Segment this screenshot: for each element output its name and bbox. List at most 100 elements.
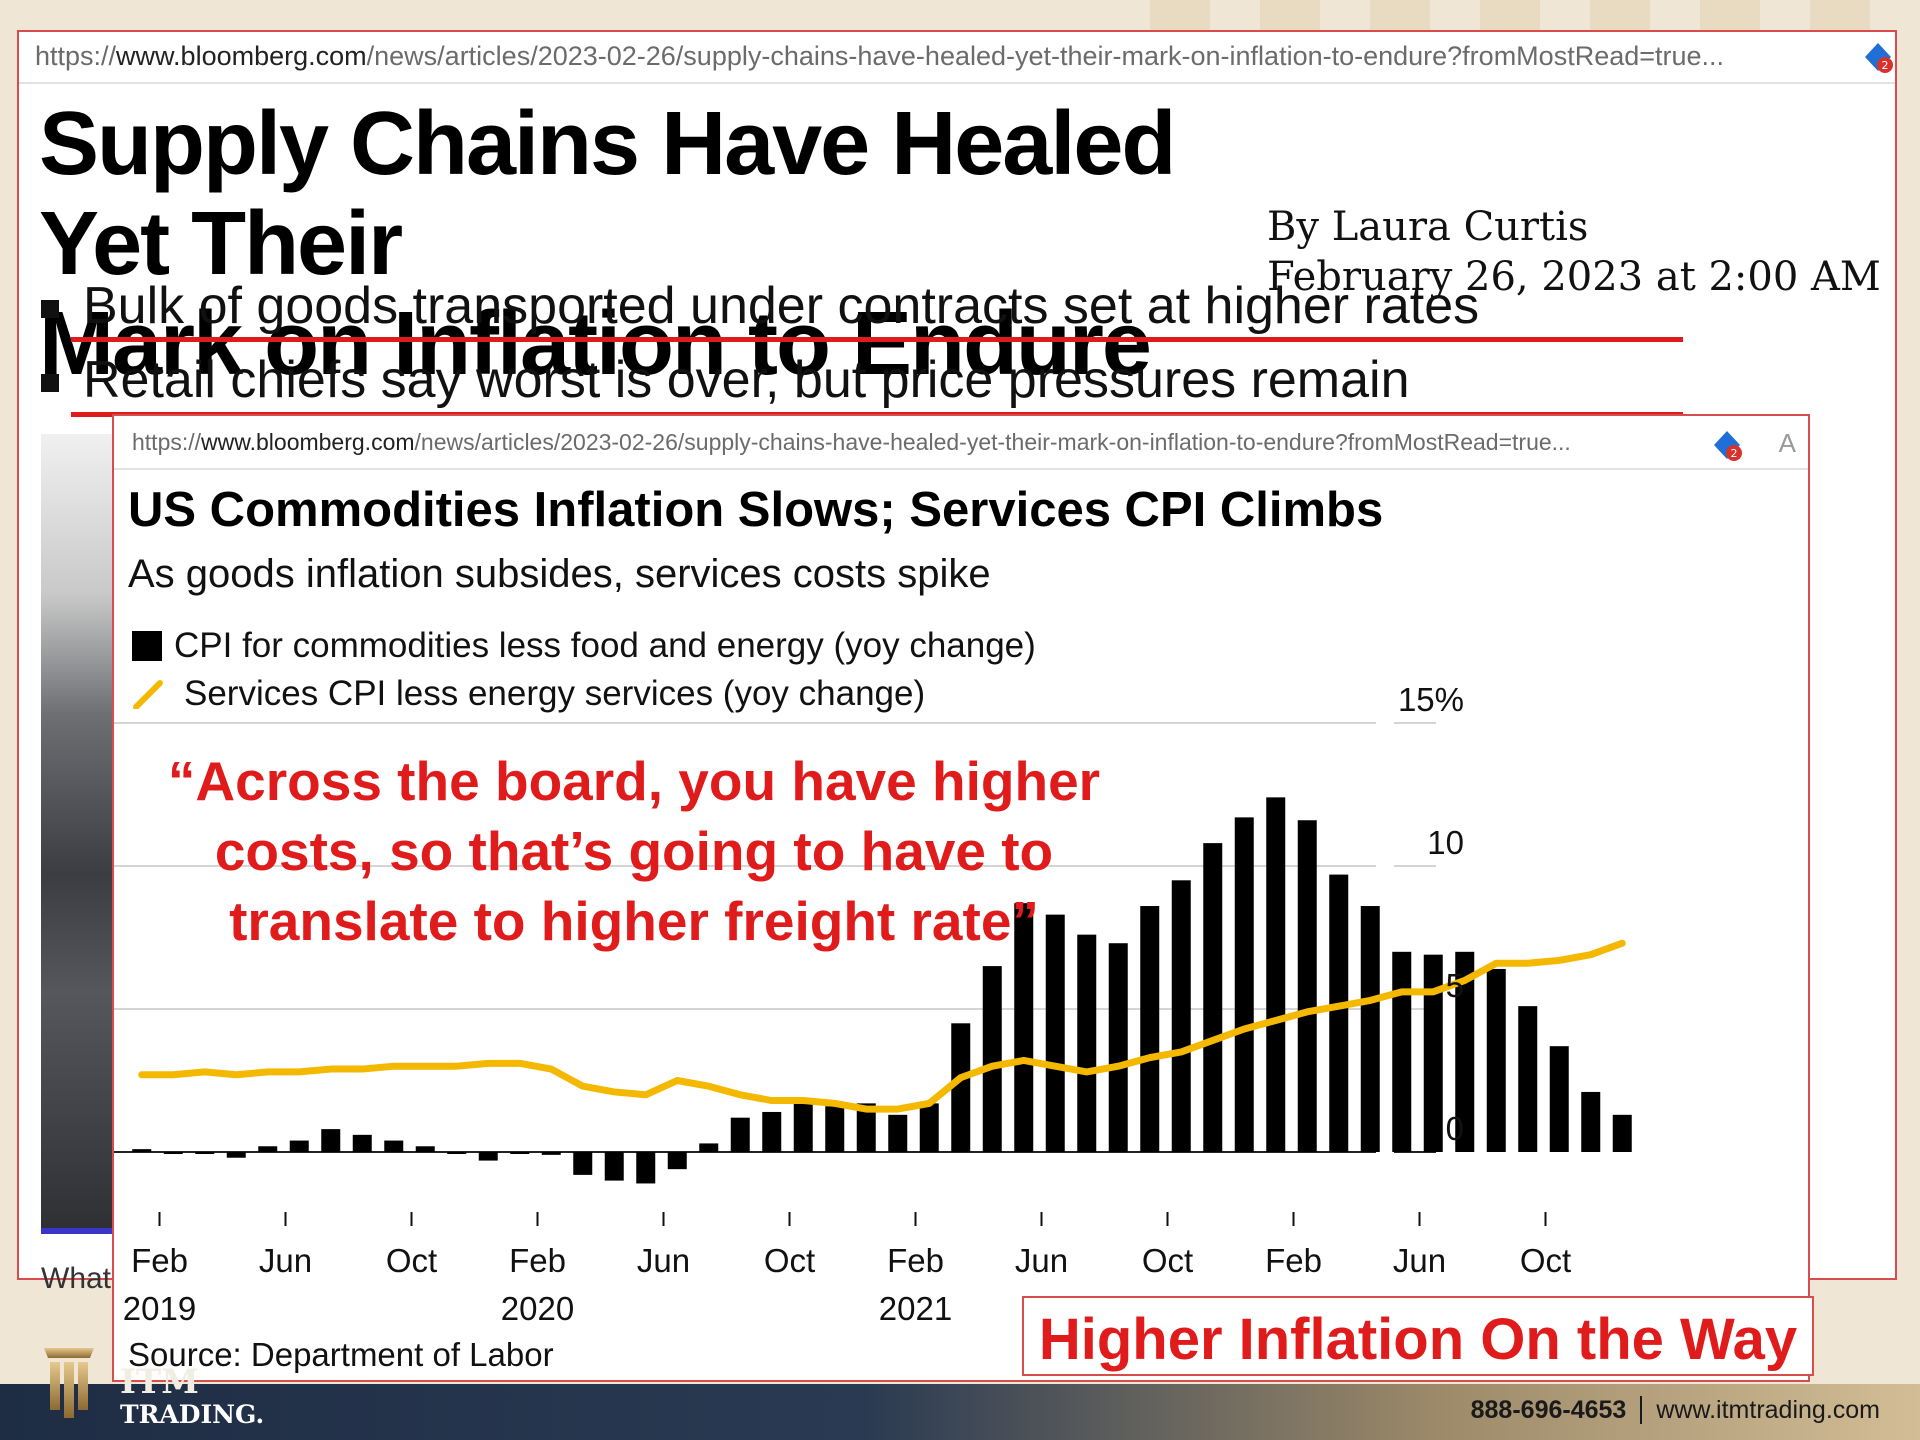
x-tick-month: Jun [1393, 1242, 1446, 1279]
phone-number[interactable]: 888-696-4653 [1470, 1396, 1627, 1424]
author-name: By Laura Curtis [1267, 204, 1589, 250]
x-tick-year: 2021 [879, 1290, 952, 1327]
x-tick-month: Jun [259, 1242, 312, 1279]
footer-bar [0, 1384, 1920, 1440]
legend-bar-swatch [132, 631, 162, 661]
bar-commodities-cpi [636, 1152, 656, 1184]
logo-wordmark: ITM [120, 1362, 199, 1402]
bar-commodities-cpi [1171, 880, 1191, 1152]
quote-line-1: “Across the board, you have higher [167, 750, 1101, 812]
bar-commodities-cpi [132, 1149, 152, 1152]
line-services-cpi [138, 939, 1626, 1113]
bar-commodities-cpi [447, 1152, 467, 1154]
chart-source: Source: Department of Labor [128, 1336, 554, 1373]
bar-commodities-cpi [951, 1023, 971, 1152]
bar-commodities-cpi [1329, 874, 1349, 1152]
bar-commodities-cpi [352, 1134, 372, 1152]
bar-commodities-cpi [1077, 934, 1097, 1152]
bar-commodities-cpi [1140, 906, 1160, 1152]
bar-commodities-cpi [1297, 820, 1317, 1152]
chart-title: US Commodities Inflation Slows; Services… [128, 483, 1384, 537]
bar-commodities-cpi [384, 1140, 404, 1152]
video-progress-bar[interactable] [41, 1228, 121, 1234]
article-byline: By Laura Curtis February 26, 2023 at 2:0… [1267, 202, 1881, 302]
extension-icon[interactable]: 2 [1710, 428, 1744, 462]
x-tick-month: Jun [637, 1242, 690, 1279]
x-tick-month: Feb [131, 1242, 188, 1279]
y-tick-label: 5 [1446, 967, 1464, 1004]
bar-commodities-cpi [226, 1152, 246, 1158]
bullet-square-icon [41, 374, 59, 393]
bar-commodities-cpi [258, 1146, 278, 1152]
headline-line-2: Mark on Inflation to Endure [39, 294, 1152, 394]
website-link[interactable]: www.itmtrading.com [1656, 1396, 1880, 1424]
bullet-square-icon [41, 300, 59, 319]
summary-bullet-2: Retail chiefs say worst is over, but pri… [41, 350, 1410, 410]
decorative-background-pattern [1150, 0, 1920, 30]
extension-icon[interactable]: 2 [1861, 40, 1895, 74]
chart-panel: https://www.bloomberg.com/news/articles/… [112, 414, 1810, 1382]
reader-mode-icon[interactable]: A [1778, 428, 1796, 458]
bar-commodities-cpi [1045, 914, 1065, 1152]
y-tick-label: 0 [1446, 1110, 1464, 1147]
article-url[interactable]: https://www.bloomberg.com/news/articles/… [35, 41, 1725, 71]
quote-overlay: “Across the board, you have higher costs… [84, 746, 1184, 956]
bar-commodities-cpi [825, 1106, 845, 1152]
y-tick-label: 10 [1427, 824, 1464, 861]
svg-text:2: 2 [1731, 447, 1738, 460]
highlight-underline-1 [71, 337, 1683, 342]
svg-text:2: 2 [1882, 59, 1889, 72]
bar-commodities-cpi [1549, 1046, 1569, 1152]
bar-commodities-cpi [919, 1103, 939, 1152]
bar-commodities-cpi [667, 1152, 687, 1170]
bar-commodities-cpi [762, 1111, 782, 1152]
itm-pillar-logo-icon [44, 1348, 94, 1418]
y-tick-label: 15% [1398, 681, 1464, 718]
bar-commodities-cpi [510, 1152, 530, 1154]
bar-commodities-cpi [856, 1103, 876, 1152]
bar-commodities-cpi [1392, 951, 1412, 1152]
headline-line-1: Supply Chains Have Healed Yet Their [39, 94, 1176, 294]
bar-commodities-cpi [478, 1152, 498, 1161]
x-tick-month: Oct [764, 1242, 815, 1279]
bar-commodities-cpi [604, 1152, 624, 1181]
bar-commodities-cpi [982, 966, 1002, 1152]
quote-line-3: translate to higher freight rate” [229, 890, 1039, 952]
tagline-box: Higher Inflation On the Way [1022, 1296, 1814, 1376]
publish-date: February 26, 2023 at 2:00 AM [1267, 254, 1881, 300]
bar-commodities-cpi [289, 1140, 309, 1152]
divider [1640, 1396, 1643, 1424]
bar-commodities-cpi [730, 1117, 750, 1152]
bar-commodities-cpi [1108, 943, 1128, 1152]
bar-commodities-cpi [195, 1152, 215, 1154]
x-tick-month: Oct [1142, 1242, 1193, 1279]
bar-commodities-cpi [1360, 906, 1380, 1152]
bar-commodities-cpi [573, 1152, 593, 1175]
x-tick-year: 2019 [123, 1290, 196, 1327]
bar-commodities-cpi [1203, 843, 1223, 1152]
bar-commodities-cpi [1266, 797, 1286, 1152]
x-tick-year: 2020 [501, 1290, 574, 1327]
bar-commodities-cpi [1581, 1091, 1601, 1152]
tagline-text: Higher Inflation On the Way [1038, 1307, 1798, 1372]
chart-plot-area: 15% 10 5 0 Feb 2019 Jun Oct Feb 2020 Jun Oct Feb 202… [114, 681, 1632, 1327]
legend-item-services: Services CPI less energy services (yoy c… [132, 674, 925, 714]
bar-commodities-cpi [1518, 1006, 1538, 1152]
x-tick-month: Oct [1520, 1242, 1571, 1279]
x-tick-month: Jun [1015, 1242, 1068, 1279]
chart-url-bar[interactable]: https://www.bloomberg.com/news/articles/… [114, 416, 1808, 470]
chart-url[interactable]: https://www.bloomberg.com/news/articles/… [132, 429, 1571, 455]
bar-commodities-cpi [321, 1129, 341, 1152]
bar-commodities-cpi [1014, 903, 1034, 1152]
bar-commodities-cpi [1423, 954, 1443, 1152]
bar-commodities-cpi [699, 1143, 719, 1152]
x-tick-month: Feb [509, 1242, 566, 1279]
bar-commodities-cpi [793, 1103, 813, 1152]
bar-commodities-cpi [163, 1152, 183, 1154]
contact-info: 888-696-4653 www.itmtrading.com [1471, 1396, 1880, 1425]
quote-line-2: costs, so that’s going to have to [214, 820, 1054, 882]
article-url-bar[interactable]: https://www.bloomberg.com/news/articles/… [19, 32, 1895, 84]
logo-trading-text: TRADING. [120, 1400, 265, 1429]
video-thumbnail[interactable] [41, 434, 121, 1234]
chart-subtitle: As goods inflation subsides, services co… [128, 552, 991, 596]
